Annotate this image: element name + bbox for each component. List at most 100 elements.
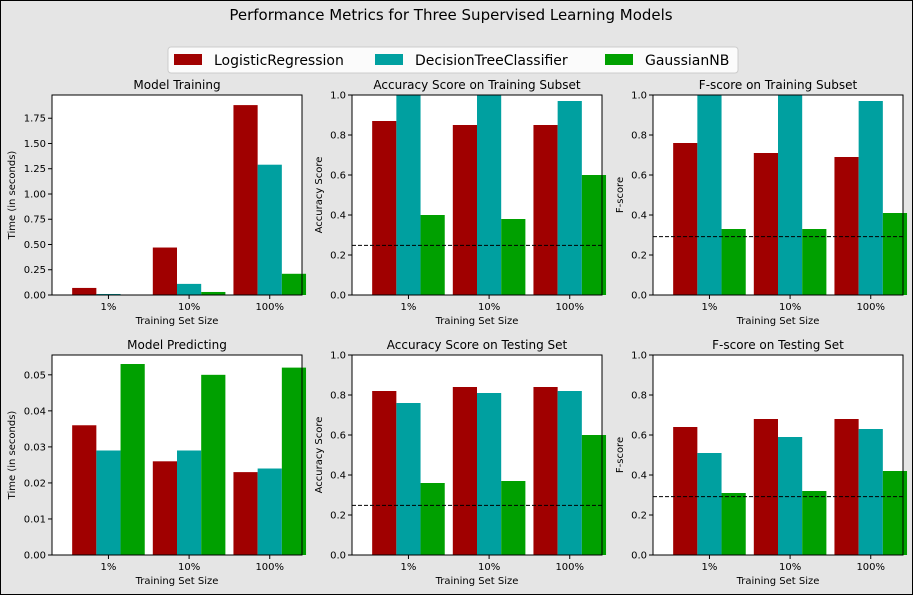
y-tick-label: 1.0 bbox=[631, 351, 647, 362]
bar-LogisticRegression-10% bbox=[753, 419, 778, 555]
y-axis-label: Time (in seconds) bbox=[7, 411, 18, 501]
legend-swatch-LogisticRegression bbox=[174, 54, 202, 65]
x-axis-label: Training Set Size bbox=[135, 316, 219, 327]
y-tick-label: 0.2 bbox=[330, 251, 346, 262]
chart-panel-5: 0.0 0.2 0.4 0.6 0.8 1.0 1% 10% 100% Accuracy Scor… bbox=[314, 338, 607, 587]
bar-GaussianNB-10% bbox=[501, 481, 526, 555]
bar-DecisionTreeClassifier-100% bbox=[257, 164, 282, 295]
chart-panel-2: 0.0 0.2 0.4 0.6 0.8 1.0 1% 10% 100% Accuracy Scor… bbox=[314, 78, 607, 327]
bar-GaussianNB-1% bbox=[120, 364, 145, 555]
y-axis-label: Accuracy Score bbox=[314, 157, 325, 234]
bar-GaussianNB-1% bbox=[721, 493, 746, 555]
y-tick-label: 1.50 bbox=[24, 139, 46, 150]
x-tick-label: 100% bbox=[856, 302, 885, 313]
y-tick-label: 0.0 bbox=[330, 291, 346, 302]
y-tick-label: 0.25 bbox=[24, 265, 46, 276]
bar-LogisticRegression-1% bbox=[72, 425, 97, 555]
y-tick-label: 0.2 bbox=[631, 511, 647, 522]
bar-LogisticRegression-100% bbox=[834, 419, 859, 555]
y-tick-label: 0.0 bbox=[631, 291, 647, 302]
y-tick-label: 0.75 bbox=[24, 215, 46, 226]
x-tick-label: 10% bbox=[779, 302, 801, 313]
y-axis-label: F-score bbox=[615, 177, 626, 213]
bar-DecisionTreeClassifier-1% bbox=[396, 403, 421, 555]
bar-GaussianNB-10% bbox=[802, 229, 827, 295]
plot-frame bbox=[652, 94, 904, 296]
plot-frame bbox=[652, 354, 904, 556]
figure-title: Performance Metrics for Three Supervised… bbox=[229, 6, 672, 24]
chart-panel-6: 0.0 0.2 0.4 0.6 0.8 1.0 1% 10% 100% F-score on Te… bbox=[615, 338, 908, 587]
x-tick-label: 10% bbox=[478, 302, 500, 313]
bar-LogisticRegression-1% bbox=[372, 121, 397, 295]
y-tick-label: 0.6 bbox=[330, 171, 346, 182]
y-tick-label: 1.00 bbox=[24, 189, 46, 200]
bar-DecisionTreeClassifier-10% bbox=[477, 95, 502, 295]
bar-LogisticRegression-1% bbox=[372, 391, 397, 555]
plot-frame bbox=[51, 94, 303, 296]
panel-title: Model Training bbox=[133, 78, 220, 92]
y-tick-label: 0.4 bbox=[330, 471, 346, 482]
y-tick-label: 0.2 bbox=[631, 251, 647, 262]
bar-GaussianNB-100% bbox=[281, 273, 307, 295]
x-tick-label: 1% bbox=[101, 302, 117, 313]
legend-label-GaussianNB: GaussianNB bbox=[645, 53, 729, 69]
bar-GaussianNB-1% bbox=[420, 483, 445, 555]
y-tick-label: 0.03 bbox=[24, 442, 46, 453]
x-tick-label: 100% bbox=[255, 302, 284, 313]
legend-box bbox=[167, 46, 739, 74]
y-tick-label: 1.0 bbox=[330, 351, 346, 362]
y-tick-label: 0.4 bbox=[631, 211, 647, 222]
legend-label-DecisionTreeClassifier: DecisionTreeClassifier bbox=[415, 53, 568, 69]
plot-frame bbox=[351, 354, 603, 556]
bar-LogisticRegression-10% bbox=[152, 247, 177, 295]
bar-DecisionTreeClassifier-100% bbox=[257, 468, 282, 555]
bar-GaussianNB-1% bbox=[721, 229, 746, 295]
bar-DecisionTreeClassifier-100% bbox=[557, 391, 582, 555]
bar-DecisionTreeClassifier-10% bbox=[177, 283, 202, 295]
bar-DecisionTreeClassifier-100% bbox=[858, 429, 883, 555]
bar-DecisionTreeClassifier-1% bbox=[396, 95, 421, 295]
y-tick-label: 0.04 bbox=[24, 406, 46, 417]
bar-DecisionTreeClassifier-1% bbox=[96, 293, 121, 295]
bar-GaussianNB-10% bbox=[501, 219, 526, 295]
bar-LogisticRegression-10% bbox=[152, 461, 177, 555]
y-tick-label: 0.0 bbox=[330, 551, 346, 562]
x-tick-label: 10% bbox=[178, 302, 200, 313]
bar-DecisionTreeClassifier-100% bbox=[858, 101, 883, 295]
y-axis-label: Accuracy Score bbox=[314, 417, 325, 494]
y-tick-label: 0.00 bbox=[24, 551, 46, 562]
x-tick-label: 100% bbox=[555, 562, 584, 573]
chart-panel-3: 0.0 0.2 0.4 0.6 0.8 1.0 1% 10% 100% F-score on Tr… bbox=[615, 78, 908, 327]
x-tick-label: 1% bbox=[702, 302, 718, 313]
chart-panel-4: 0.00 0.01 0.02 0.03 0.04 0.05 1% 10% 100% Model P… bbox=[7, 338, 307, 587]
x-axis-label: Training Set Size bbox=[736, 316, 820, 327]
chart-panels: 0.00 0.25 0.50 0.75 1.00 1.25 1.50 1.75 1% 10% 100… bbox=[7, 78, 908, 587]
bar-LogisticRegression-10% bbox=[452, 387, 477, 555]
panel-title: F-score on Testing Set bbox=[712, 338, 844, 352]
bar-DecisionTreeClassifier-1% bbox=[697, 95, 722, 295]
y-tick-label: 0.8 bbox=[631, 391, 647, 402]
panel-title: Model Predicting bbox=[127, 338, 227, 352]
plot-frame bbox=[51, 354, 303, 556]
x-axis-label: Training Set Size bbox=[435, 576, 519, 587]
bar-LogisticRegression-100% bbox=[233, 472, 258, 555]
bar-LogisticRegression-100% bbox=[533, 125, 558, 295]
y-tick-label: 0.50 bbox=[24, 240, 46, 251]
chart-panel-1: 0.00 0.25 0.50 0.75 1.00 1.25 1.50 1.75 1% 10% 100… bbox=[7, 78, 307, 327]
legend-swatch-DecisionTreeClassifier bbox=[375, 54, 403, 65]
x-tick-label: 100% bbox=[555, 302, 584, 313]
x-tick-label: 10% bbox=[178, 562, 200, 573]
y-tick-label: 0.01 bbox=[24, 514, 46, 525]
y-tick-label: 1.0 bbox=[631, 91, 647, 102]
x-tick-label: 1% bbox=[401, 302, 417, 313]
bar-GaussianNB-10% bbox=[201, 374, 226, 555]
y-tick-label: 0.8 bbox=[330, 391, 346, 402]
y-axis-label: Time (in seconds) bbox=[7, 151, 18, 241]
bar-GaussianNB-1% bbox=[420, 215, 445, 295]
x-axis-label: Training Set Size bbox=[435, 316, 519, 327]
y-tick-label: 1.75 bbox=[24, 114, 46, 125]
y-tick-label: 0.6 bbox=[631, 171, 647, 182]
x-tick-label: 1% bbox=[702, 562, 718, 573]
bar-DecisionTreeClassifier-1% bbox=[697, 453, 722, 555]
